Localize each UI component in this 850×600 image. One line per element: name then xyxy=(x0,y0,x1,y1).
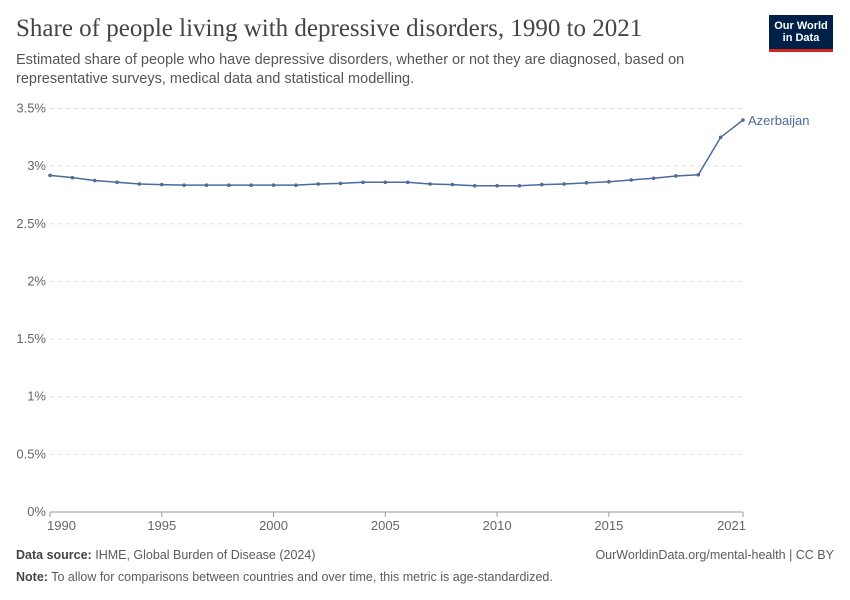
data-point xyxy=(696,172,701,177)
y-tick-label: 0% xyxy=(27,504,46,519)
owid-logo[interactable]: Our World in Data xyxy=(769,15,833,52)
y-tick-label: 2% xyxy=(27,273,46,288)
chart-subtitle: Estimated share of people who have depre… xyxy=(16,52,685,87)
data-point xyxy=(92,178,97,183)
y-tick-label: 3.5% xyxy=(16,101,46,116)
data-point xyxy=(159,182,164,187)
data-point xyxy=(271,183,276,187)
data-point xyxy=(48,173,52,178)
y-tick-label: 1% xyxy=(27,389,46,404)
data-point xyxy=(361,180,365,185)
data-point xyxy=(405,180,410,185)
data-point xyxy=(383,180,388,185)
data-point xyxy=(718,135,723,140)
data-source: Data source: IHME, Global Burden of Dise… xyxy=(16,548,315,562)
data-point xyxy=(70,175,75,180)
data-point xyxy=(741,118,745,122)
note: Note: To allow for comparisons between c… xyxy=(16,570,553,584)
x-tick-label: 2010 xyxy=(483,518,512,533)
y-tick-label: 1.5% xyxy=(16,331,46,346)
data-point xyxy=(204,183,209,187)
data-point xyxy=(651,176,656,181)
y-tick-label: 2.5% xyxy=(16,216,46,231)
data-point xyxy=(182,183,186,187)
data-point xyxy=(137,182,142,186)
data-point xyxy=(495,183,499,188)
data-point xyxy=(294,183,298,187)
data-point xyxy=(540,182,544,187)
data-point xyxy=(428,182,432,186)
x-tick-label: 1990 xyxy=(47,518,76,533)
data-point xyxy=(607,179,611,184)
note-label: Note: xyxy=(16,570,48,584)
y-tick-label: 0.5% xyxy=(16,446,46,461)
data-point xyxy=(472,183,477,188)
data-point xyxy=(227,183,231,187)
x-tick-label: 2000 xyxy=(259,518,288,533)
x-tick-label: 2015 xyxy=(594,518,623,533)
series-label: Azerbaijan xyxy=(748,113,809,128)
y-tick-label: 3% xyxy=(27,158,46,173)
data-point xyxy=(450,182,455,187)
data-point xyxy=(584,181,589,185)
x-tick-label: 1995 xyxy=(147,518,176,533)
data-source-text: IHME, Global Burden of Disease (2024) xyxy=(95,548,316,562)
x-tick-label: 2005 xyxy=(371,518,400,533)
data-point xyxy=(517,183,522,188)
source-url[interactable]: OurWorldinData.org/mental-health | CC BY xyxy=(595,548,834,562)
data-point xyxy=(338,181,343,186)
data-point xyxy=(316,182,321,186)
data-point xyxy=(674,174,678,178)
data-point xyxy=(249,183,253,187)
chart-title: Share of people living with depressive d… xyxy=(16,15,643,42)
x-tick-label: 2021 xyxy=(717,518,746,533)
note-text: To allow for comparisons between countri… xyxy=(51,570,553,584)
data-point xyxy=(629,178,634,182)
data-point xyxy=(562,182,566,186)
data-source-label: Data source: xyxy=(16,548,92,562)
data-point xyxy=(115,180,119,185)
series-line xyxy=(49,119,744,187)
